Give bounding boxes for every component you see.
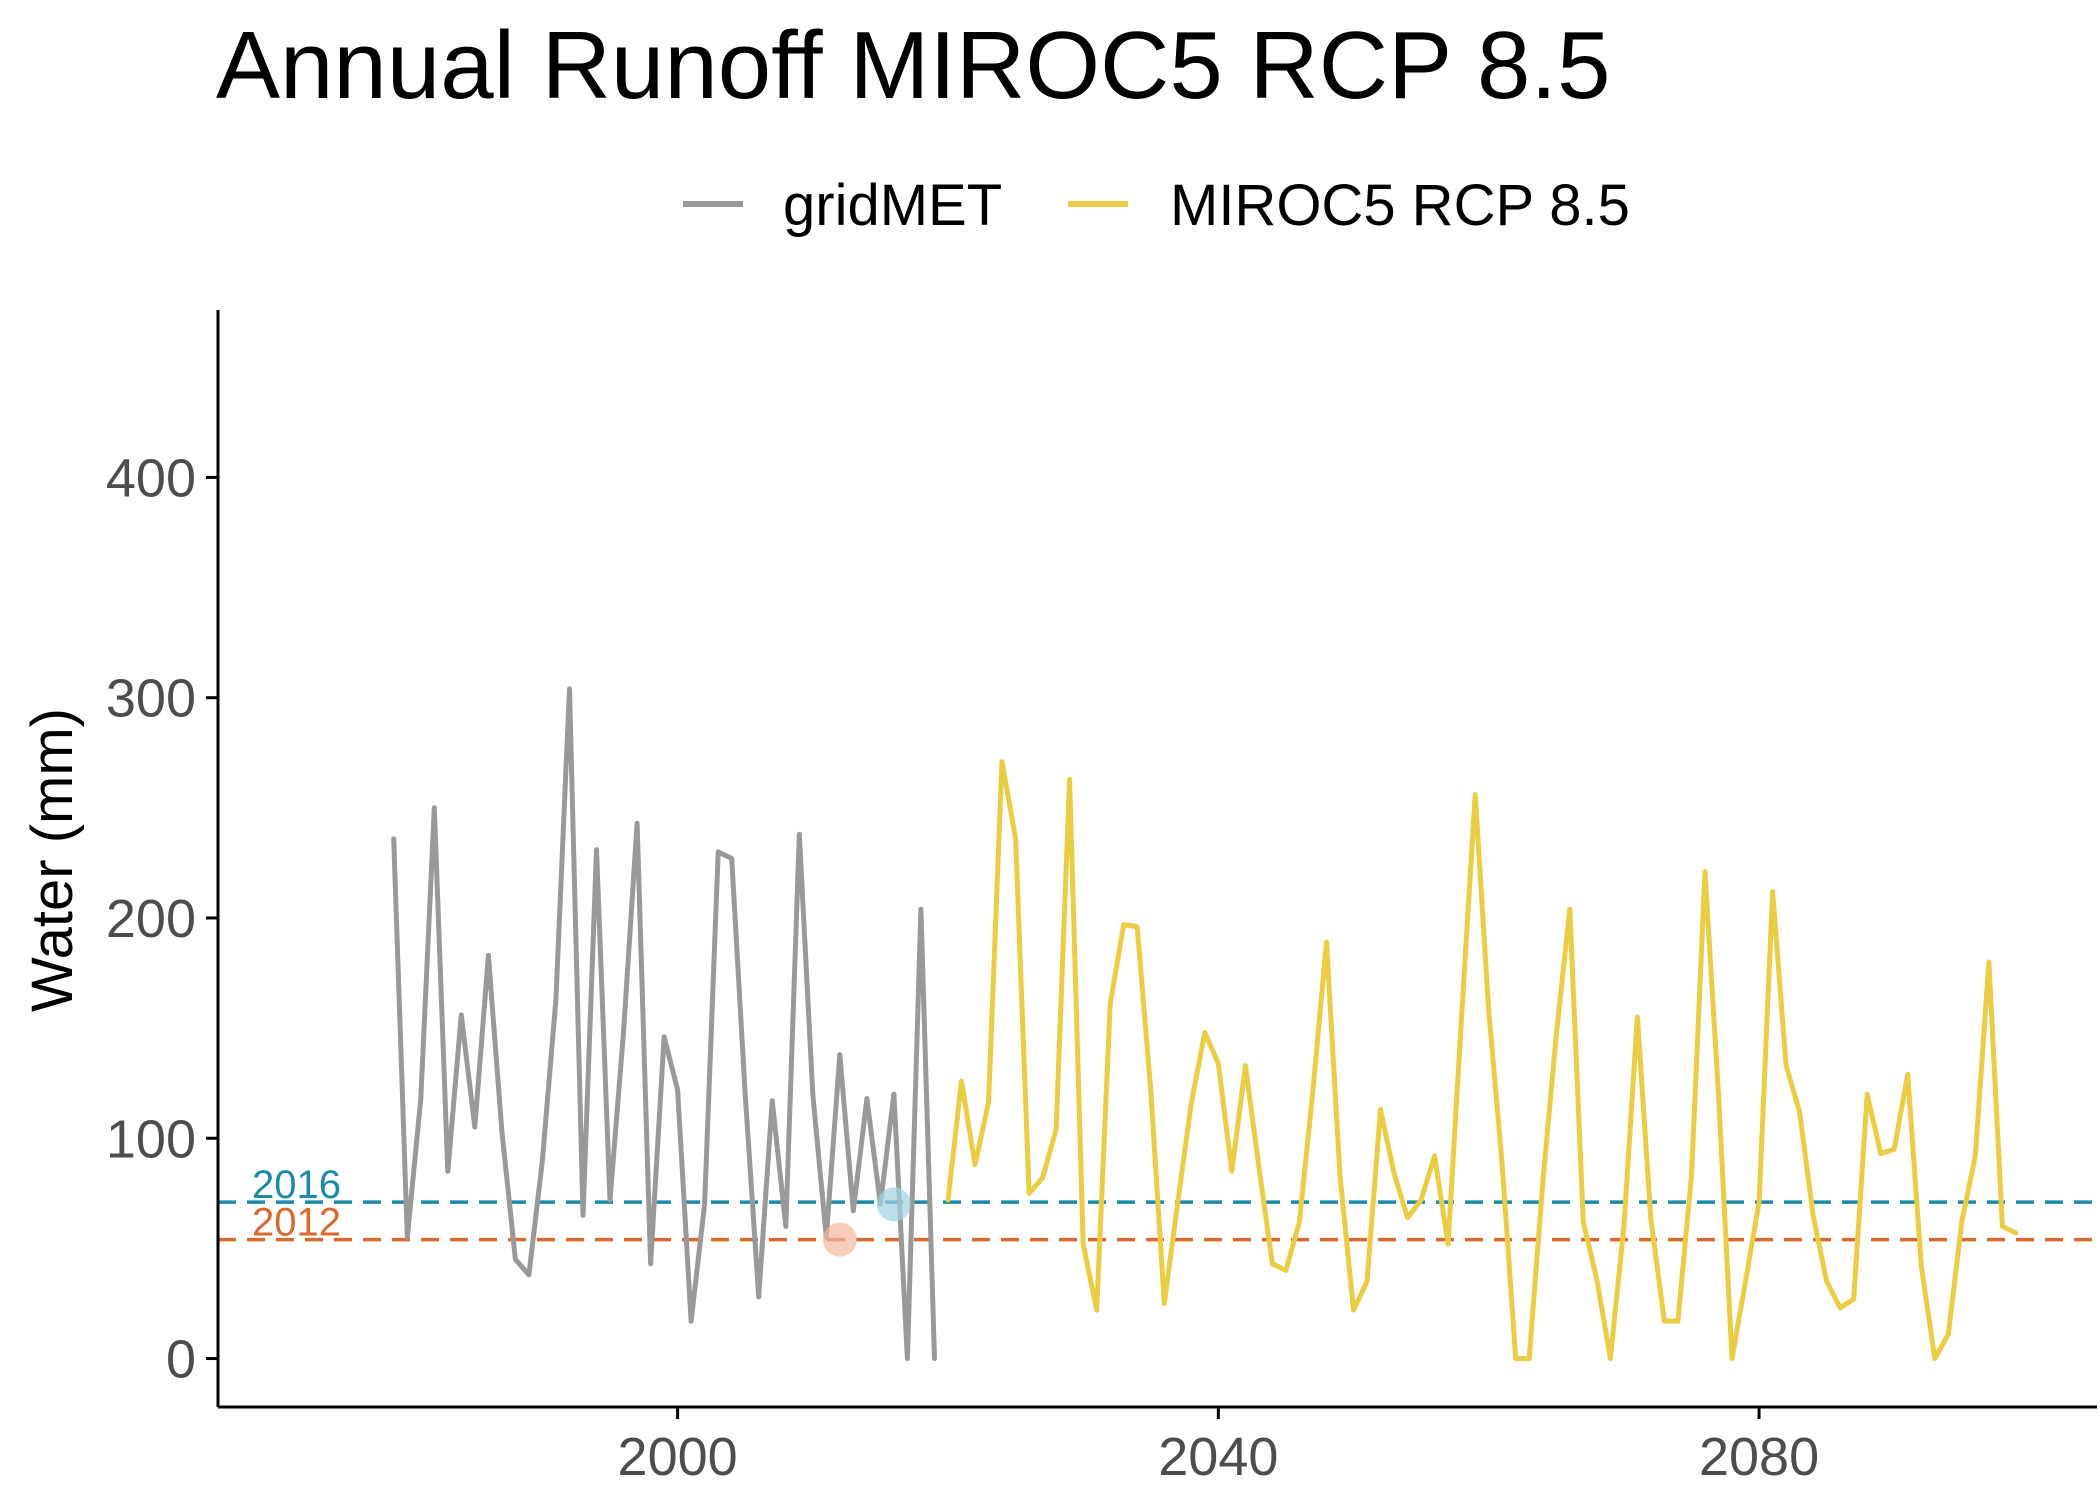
y-tick-label-200: 200 [106,889,196,949]
y-tick-label-400: 400 [106,448,196,508]
reference-label-2016: 2016 [252,1163,341,1207]
x-axis-ticks: 2000 2040 2080 [618,1407,1819,1487]
series-line-0 [391,686,937,1361]
highlight-point-2016 [876,1187,911,1222]
reference-label-2012: 2012 [252,1201,341,1245]
chart-title: Annual Runoff MIROC5 RCP 8.5 [216,12,1610,119]
y-axis-title: Water (mm) [20,708,85,1012]
x-tick-label-2000: 2000 [618,1427,738,1487]
x-tick-label-2040: 2040 [1158,1427,1278,1487]
series-line-1 [945,759,2019,1361]
legend-label-0: gridMET [783,173,1002,238]
y-axis-ticks: 0 100 200 300 400 [106,448,218,1390]
y-tick-label-0: 0 [166,1330,196,1390]
y-tick-label-100: 100 [106,1109,196,1169]
legend: gridMET MIROC5 RCP 8.5 [683,173,1630,238]
highlight-point-2012 [822,1222,857,1257]
x-tick-label-2080: 2080 [1699,1427,1819,1487]
y-tick-label-300: 300 [106,669,196,729]
legend-label-1: MIROC5 RCP 8.5 [1170,173,1630,238]
